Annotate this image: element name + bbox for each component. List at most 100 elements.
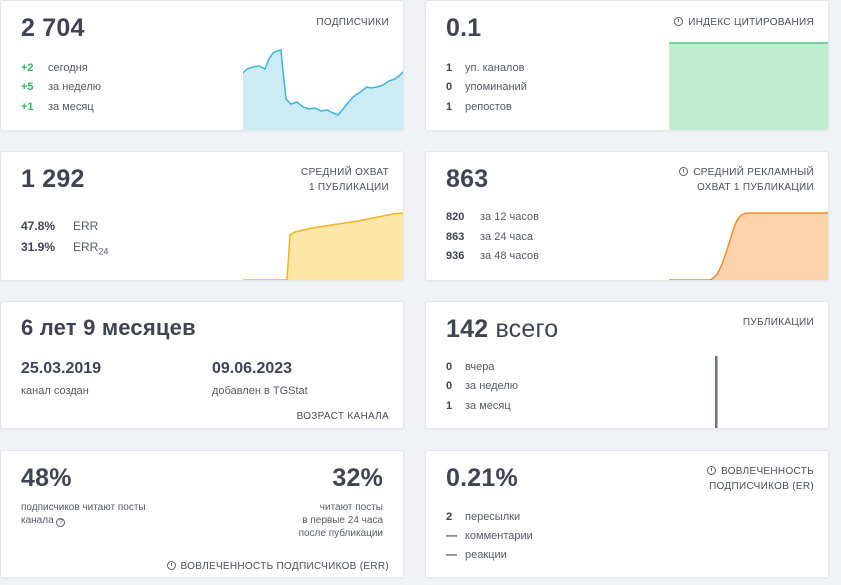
ad-reach-row-24h: 863 за 24 часа <box>446 230 533 244</box>
stat-value: — <box>446 530 457 542</box>
stat-label: комментарии <box>465 530 533 542</box>
added-date: 09.06.2023 <box>212 360 293 377</box>
stat-value: 863 <box>446 231 465 243</box>
publications-bar-chart <box>715 356 718 428</box>
subscribers-today-row: +2 сегодня <box>21 61 88 75</box>
publications-row-yesterday: 0 вчера <box>446 360 494 374</box>
delta-week: +5 <box>21 81 34 93</box>
publications-total-value: 142 <box>446 315 489 343</box>
ad-reach-row-12h: 820 за 12 часов <box>446 210 539 224</box>
er-row-forwards: 2 пересылки <box>446 510 520 524</box>
err-value: 47.8% <box>21 219 56 233</box>
delta-today: +2 <box>21 62 34 74</box>
question-icon[interactable]: ? <box>56 518 66 527</box>
subscribers-caption: ПОДПИСЧИКИ <box>316 17 389 28</box>
stat-label: за 12 часов <box>480 211 539 223</box>
publications-row-week: 0 за неделю <box>446 379 518 393</box>
citation-area-chart <box>669 42 828 130</box>
engagement-err-caption: ВОВЛЕЧЕННОСТЬ ПОДПИСЧИКОВ (ERR) <box>166 559 389 574</box>
subscribers-count: 2 704 <box>21 14 85 42</box>
stat-label: пересылки <box>465 511 521 523</box>
created-label: канал создан <box>21 385 89 397</box>
er-value: 0.21% <box>446 464 518 492</box>
engagement-left-value: 48% <box>21 464 72 492</box>
er-caption-line2: ПОДПИСЧИКОВ (ER) <box>709 481 814 492</box>
er-caption: ВОВЛЕЧЕННОСТЬ ПОДПИСЧИКОВ (ER) <box>707 464 814 494</box>
delta-month: +1 <box>21 101 34 113</box>
avg-reach-chart <box>243 212 403 280</box>
publication-bar <box>715 356 718 428</box>
er-row-comments: — комментарии <box>446 529 533 543</box>
delta-week-label: за неделю <box>48 81 102 93</box>
citation-caption: ИНДЕКС ЦИТИРОВАНИЯ <box>674 15 814 30</box>
avg-reach-caption-line1: СРЕДНИЙ ОХВАТ <box>301 167 389 178</box>
ad-reach-caption: СРЕДНИЙ РЕКЛАМНЫЙ ОХВАТ 1 ПУБЛИКАЦИИ <box>679 165 814 195</box>
stat-label: вчера <box>465 361 495 373</box>
info-icon[interactable] <box>166 561 176 570</box>
channel-age-caption: ВОЗРАСТ КАНАЛА <box>296 411 389 422</box>
subscribers-month-row: +1 за месяц <box>21 100 94 114</box>
publications-total: 142 всего <box>446 315 558 344</box>
stat-label: репостов <box>465 101 512 113</box>
engagement-err-card[interactable]: 48% подписчиков читают посты канала ? 32… <box>0 450 404 578</box>
err24-value: 31.9% <box>21 240 56 254</box>
ad-reach-row-48h: 936 за 48 часов <box>446 249 539 263</box>
err-row: 47.8% ERR <box>21 219 98 233</box>
stat-value: 0 <box>446 380 453 392</box>
er-card[interactable]: 0.21% ВОВЛЕЧЕННОСТЬ ПОДПИСЧИКОВ (ER) 2 п… <box>425 450 829 578</box>
engagement-left-text: подписчиков читают посты канала ? <box>21 501 146 527</box>
subscribers-week-row: +5 за неделю <box>21 80 101 94</box>
err24-label-text: ERR <box>73 240 99 254</box>
publications-total-suffix: всего <box>495 315 559 343</box>
citation-row-channels: 1 уп. каналов <box>446 61 524 75</box>
stat-label: за 24 часа <box>480 231 533 243</box>
stat-label: реакции <box>465 549 507 561</box>
stat-value: 0 <box>446 361 453 373</box>
citation-card[interactable]: 0.1 ИНДЕКС ЦИТИРОВАНИЯ 1 уп. каналов 0 у… <box>425 0 829 131</box>
citation-index-value: 0.1 <box>446 14 482 42</box>
engagement-right-line1: читают посты <box>319 502 383 513</box>
stat-value: 820 <box>446 211 465 223</box>
engagement-left-line1: подписчиков читают посты <box>21 502 146 513</box>
delta-today-label: сегодня <box>48 62 88 74</box>
engagement-right-value: 32% <box>332 464 383 492</box>
publications-row-month: 1 за месяц <box>446 399 511 413</box>
ad-reach-card[interactable]: 863 СРЕДНИЙ РЕКЛАМНЫЙ ОХВАТ 1 ПУБЛИКАЦИИ… <box>425 151 829 281</box>
err24-row: 31.9% ERR24 <box>21 240 108 258</box>
err-label: ERR <box>73 219 99 233</box>
stat-value: — <box>446 549 457 561</box>
er-caption-line1: ВОВЛЕЧЕННОСТЬ <box>721 466 814 477</box>
citation-caption-text: ИНДЕКС ЦИТИРОВАНИЯ <box>688 17 814 28</box>
err24-label: ERR24 <box>73 240 108 258</box>
created-date: 25.03.2019 <box>21 360 102 377</box>
avg-reach-caption: СРЕДНИЙ ОХВАТ 1 ПУБЛИКАЦИИ <box>301 165 389 195</box>
ad-reach-caption-line2: ОХВАТ 1 ПУБЛИКАЦИИ <box>697 182 814 193</box>
avg-reach-value: 1 292 <box>21 165 85 193</box>
stat-value: 0 <box>446 81 453 93</box>
engagement-right-line2: в первые 24 часа <box>302 515 383 526</box>
engagement-left-line2: канала <box>21 515 54 526</box>
info-icon[interactable] <box>679 167 689 176</box>
avg-reach-caption-line2: 1 ПУБЛИКАЦИИ <box>308 182 389 193</box>
ad-reach-chart <box>669 212 828 280</box>
subscribers-card[interactable]: 2 704 ПОДПИСЧИКИ +2 сегодня +5 за неделю… <box>0 0 404 131</box>
stat-label: за неделю <box>465 380 519 392</box>
info-icon[interactable] <box>674 17 684 26</box>
stat-label: упоминаний <box>465 81 527 93</box>
stat-value: 1 <box>446 400 453 412</box>
engagement-err-caption-text: ВОВЛЕЧЕННОСТЬ ПОДПИСЧИКОВ (ERR) <box>180 561 389 572</box>
channel-age-card[interactable]: 6 лет 9 месяцев 25.03.2019 канал создан … <box>0 301 404 429</box>
channel-age-value: 6 лет 9 месяцев <box>21 315 196 340</box>
publications-card[interactable]: 142 всего ПУБЛИКАЦИИ 0 вчера 0 за неделю… <box>425 301 829 429</box>
citation-row-reposts: 1 репостов <box>446 100 512 114</box>
engagement-right-text: читают посты в первые 24 часа после публ… <box>299 501 383 540</box>
citation-row-mentions: 0 упоминаний <box>446 80 527 94</box>
stat-value: 2 <box>446 511 453 523</box>
stat-label: уп. каналов <box>465 62 525 74</box>
err24-label-sub: 24 <box>98 246 109 257</box>
avg-reach-card[interactable]: 1 292 СРЕДНИЙ ОХВАТ 1 ПУБЛИКАЦИИ 47.8% E… <box>0 151 404 281</box>
info-icon[interactable] <box>707 466 717 475</box>
stat-value: 936 <box>446 250 465 262</box>
subscribers-sparkline <box>243 49 403 130</box>
stat-label: за 48 часов <box>480 250 539 262</box>
